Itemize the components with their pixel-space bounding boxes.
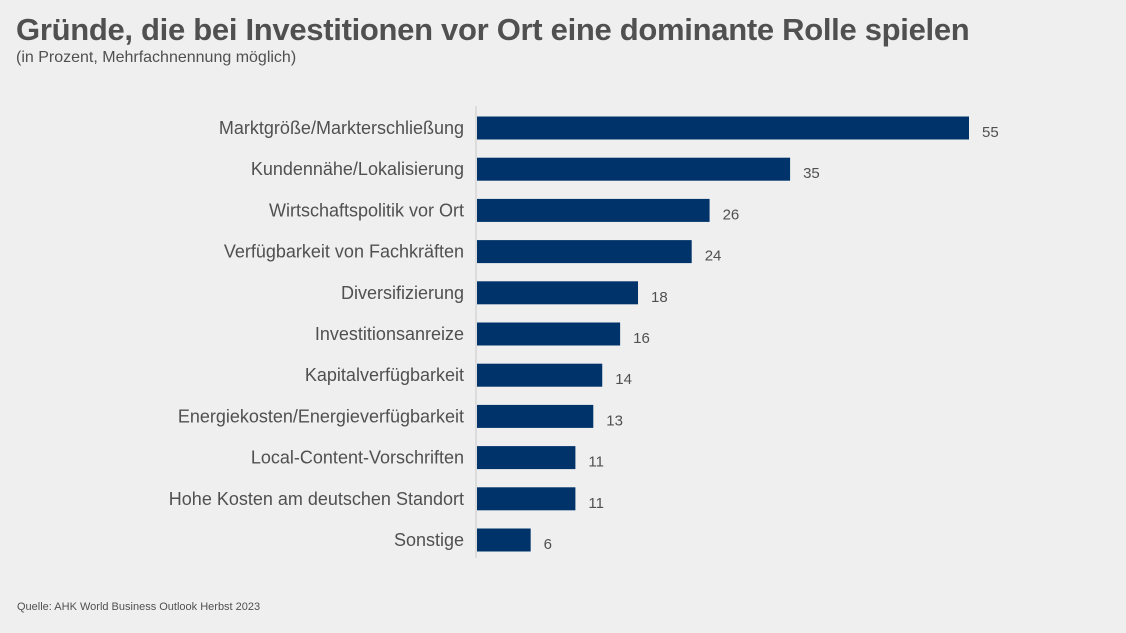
- value-label: 26: [723, 206, 740, 223]
- value-label: 35: [803, 165, 820, 182]
- bar: [477, 240, 692, 264]
- value-label: 13: [606, 412, 623, 429]
- bar: [477, 363, 603, 387]
- category-label: Kundennähe/Lokalisierung: [251, 159, 464, 179]
- category-label: Energiekosten/Energieverfügbarkeit: [178, 406, 464, 426]
- value-label: 14: [615, 371, 632, 388]
- bar: [477, 281, 639, 305]
- category-label: Verfügbarkeit von Fachkräften: [224, 242, 464, 262]
- bar: [477, 404, 594, 428]
- bar: [477, 528, 531, 552]
- category-label: Local-Content-Vorschriften: [251, 448, 464, 468]
- bar: [477, 487, 576, 511]
- bar: [477, 116, 969, 140]
- bar: [477, 198, 710, 222]
- chart-title: Gründe, die bei Investitionen vor Ort ei…: [16, 12, 970, 47]
- value-label: 24: [705, 248, 722, 265]
- category-label: Wirtschaftspolitik vor Ort: [269, 200, 464, 220]
- value-label: 11: [588, 454, 604, 471]
- bar: [477, 446, 576, 470]
- category-label: Marktgröße/Markterschließung: [219, 118, 464, 138]
- category-label: Hohe Kosten am deutschen Standort: [169, 489, 464, 509]
- bar: [477, 322, 621, 346]
- chart-subtitle: (in Prozent, Mehrfachnennung möglich): [16, 49, 297, 66]
- value-label: 6: [544, 536, 552, 553]
- value-label: 55: [982, 124, 999, 141]
- category-label: Diversifizierung: [341, 283, 464, 303]
- value-label: 18: [651, 289, 668, 306]
- category-label: Kapitalverfügbarkeit: [305, 365, 464, 385]
- category-label: Investitionsanreize: [315, 324, 464, 344]
- value-label: 11: [588, 495, 604, 512]
- source-note: Quelle: AHK World Business Outlook Herbs…: [17, 601, 261, 613]
- bar: [477, 157, 791, 181]
- category-label: Sonstige: [394, 530, 464, 550]
- value-label: 16: [633, 330, 650, 347]
